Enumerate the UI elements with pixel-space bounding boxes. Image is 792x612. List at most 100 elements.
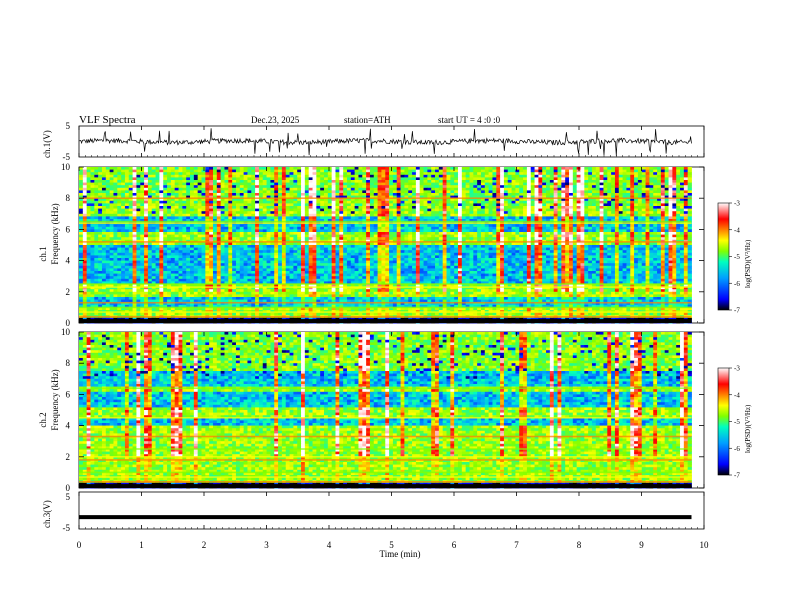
- spectrogram-cell: [235, 206, 241, 209]
- spectrogram-cell: [622, 229, 627, 233]
- spectrogram-cell: [473, 190, 478, 194]
- spectrogram-cell: [423, 219, 428, 222]
- spectrogram-cell: [488, 213, 493, 217]
- spectrogram-cell: [94, 182, 99, 186]
- spectrogram-cell: [132, 169, 137, 173]
- spectrogram-cell: [128, 185, 133, 189]
- spectrogram-cell: [274, 216, 279, 220]
- spectrogram-cell: [680, 213, 685, 217]
- spectrogram-cell: [331, 180, 336, 183]
- spectrogram-cell: [450, 234, 455, 238]
- spectrogram-cell: [672, 206, 677, 209]
- spectrogram-cell: [362, 177, 367, 181]
- spectrogram-cell: [170, 198, 176, 202]
- spectrogram-cell: [392, 234, 398, 238]
- spectrogram-cell: [595, 226, 601, 230]
- spectrogram-cell: [660, 216, 666, 220]
- spectrogram-cell: [132, 190, 137, 194]
- spectrogram-cell: [595, 182, 601, 186]
- spectrogram-cell: [385, 234, 390, 238]
- spectrogram-cell: [270, 237, 275, 241]
- spectrogram-cell: [140, 195, 145, 199]
- spectrogram-cell: [484, 213, 490, 217]
- spectrogram-cell: [362, 213, 367, 217]
- spectrogram-cell: [121, 234, 126, 238]
- spectrogram-cell: [167, 200, 172, 204]
- spectrogram-cell: [339, 200, 344, 204]
- spectrogram-cell: [136, 172, 141, 176]
- spectrogram-cell: [415, 229, 421, 233]
- spectrogram-cell: [297, 216, 302, 220]
- spectrogram-cell: [301, 242, 306, 246]
- spectrogram-cell: [664, 232, 669, 235]
- spectrogram-cell: [255, 174, 260, 178]
- spectrogram-cell: [167, 245, 172, 248]
- spectrogram-cell: [408, 180, 413, 183]
- spectrogram-cell: [247, 211, 252, 215]
- spectrogram-cell: [201, 180, 206, 183]
- spectrogram-cell: [477, 167, 482, 170]
- spectrogram-cell: [324, 224, 329, 228]
- spectrogram-cell: [339, 219, 344, 222]
- spectrogram-cell: [404, 213, 409, 217]
- spectrogram-cell: [117, 190, 122, 194]
- spectrogram-cell: [278, 226, 283, 230]
- spectrogram-cell: [144, 237, 149, 241]
- spectrogram-cell: [561, 229, 566, 233]
- spectrogram-cell: [285, 195, 290, 199]
- spectrogram-cell: [400, 172, 405, 176]
- spectrogram-cell: [565, 203, 570, 207]
- spectrogram-cell: [496, 211, 501, 215]
- spectrogram-cell: [565, 187, 570, 191]
- spectrogram-cell: [301, 234, 306, 238]
- spectrogram-cell: [105, 206, 111, 209]
- spectrogram-cell: [461, 232, 467, 235]
- spectrogram-cell: [377, 180, 382, 183]
- spectrogram-cell: [289, 232, 294, 235]
- spectrogram-cell: [335, 195, 340, 199]
- spectrogram-cell: [109, 200, 114, 204]
- spectrogram-cell: [174, 193, 179, 196]
- spectrogram-cell: [205, 232, 210, 235]
- spectrogram-cell: [569, 226, 574, 230]
- spectrogram-cell: [132, 234, 137, 238]
- spectrogram-cell: [270, 172, 275, 176]
- spectrogram-cell: [530, 226, 535, 230]
- spectrogram-cell: [519, 169, 524, 173]
- spectrogram-cell: [247, 229, 252, 233]
- spectrogram-cell: [163, 174, 168, 178]
- spectrogram-cell: [607, 180, 612, 183]
- spectrogram-cell: [415, 187, 421, 191]
- spectrogram-cell: [121, 195, 126, 199]
- spectrogram-cell: [657, 180, 662, 183]
- spectrogram-cell: [212, 193, 218, 196]
- spectrogram-cell: [549, 167, 555, 170]
- spectrogram-cell: [186, 185, 191, 189]
- spectrogram-cell: [653, 187, 658, 191]
- spectrogram-cell: [297, 177, 302, 181]
- spectrogram-cell: [569, 211, 574, 215]
- spectrogram-cell: [266, 226, 271, 230]
- spectrogram-cell: [144, 172, 149, 176]
- spectrogram-cell: [232, 229, 237, 233]
- spectrogram-cell: [369, 187, 375, 191]
- spectrogram-cell: [312, 198, 317, 202]
- spectrogram-cell: [109, 232, 114, 235]
- spectrogram-cell: [201, 193, 206, 196]
- spectrogram-cell: [523, 226, 528, 230]
- spectrogram-cell: [235, 185, 241, 189]
- spectrogram-cell: [454, 229, 459, 233]
- spectrogram-cell: [144, 193, 149, 196]
- spectrogram-cell: [603, 169, 608, 173]
- spectrogram-cell: [79, 242, 84, 246]
- spectrogram-cell: [431, 169, 436, 173]
- spectrogram-cell: [331, 167, 336, 170]
- spectrogram-cell: [147, 195, 153, 199]
- spectrogram-cell: [637, 206, 643, 209]
- spectrogram-cell: [220, 167, 225, 170]
- spectrogram-cell: [79, 185, 84, 189]
- spectrogram-cell: [343, 206, 348, 209]
- spectrogram-cell: [503, 229, 509, 233]
- spectrogram-cell: [400, 229, 405, 233]
- spectrogram-cell: [687, 190, 692, 194]
